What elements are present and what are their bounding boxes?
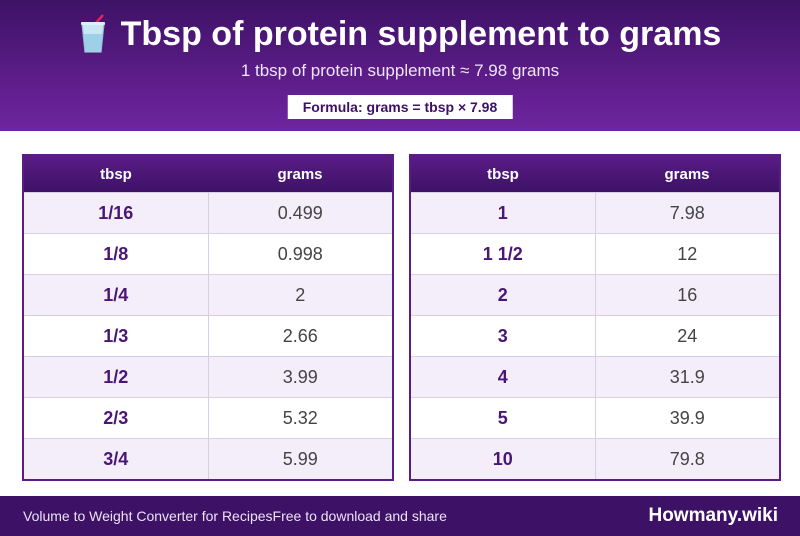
header-banner: Tbsp of protein supplement to grams 1 tb… xyxy=(0,0,800,131)
tbsp-cell: 4 xyxy=(411,357,596,397)
table-row: 1 7.98 xyxy=(411,192,779,233)
drink-cup-icon xyxy=(80,14,105,53)
subtitle: 1 tbsp of protein supplement ≈ 7.98 gram… xyxy=(240,61,560,80)
table-row: 5 39.9 xyxy=(411,397,779,438)
table-row: 4 31.9 xyxy=(411,356,779,397)
table-header: tbsp grams xyxy=(24,156,392,192)
tbsp-cell: 1/3 xyxy=(24,316,209,356)
grams-cell: 7.98 xyxy=(669,202,705,223)
footer-left-text: Volume to Weight Converter for Recipes xyxy=(23,508,273,524)
table-row: 10 79.8 xyxy=(411,438,779,479)
grams-cell: 12 xyxy=(677,243,698,264)
table-row: 3 24 xyxy=(411,315,779,356)
tbsp-cell: 1/8 xyxy=(24,234,209,274)
table-row: 3/4 5.99 xyxy=(24,438,392,479)
formula-badge: Formula: grams = tbsp × 7.98 xyxy=(287,95,513,119)
grams-cell: 5.99 xyxy=(282,448,318,469)
page-title: Tbsp of protein supplement to grams xyxy=(120,14,722,53)
column-header-grams: grams xyxy=(664,165,710,183)
column-header-tbsp: tbsp xyxy=(100,165,132,183)
tbsp-cell: 1/4 xyxy=(24,275,209,315)
tbsp-cell: 5 xyxy=(411,398,596,438)
table-row: 1/16 0.499 xyxy=(24,192,392,233)
grams-cell: 2.66 xyxy=(282,325,318,346)
grams-cell: 3.99 xyxy=(282,366,318,387)
table-row: 1/4 2 xyxy=(24,274,392,315)
footer-middle-text: Free to download and share xyxy=(272,508,447,524)
table-row: 1/2 3.99 xyxy=(24,356,392,397)
footer-bar: Volume to Weight Converter for Recipes F… xyxy=(0,496,800,536)
tbsp-cell: 3/4 xyxy=(24,439,209,479)
grams-cell: 0.998 xyxy=(277,243,323,264)
conversion-table-left: tbsp grams 1/16 0.499 1/8 0.998 1/4 2 1/3 2.66 1… xyxy=(22,154,394,481)
tbsp-cell: 2 xyxy=(411,275,596,315)
table-row: 2 16 xyxy=(411,274,779,315)
grams-cell: 39.9 xyxy=(669,407,705,428)
tbsp-cell: 3 xyxy=(411,316,596,356)
grams-cell: 31.9 xyxy=(669,366,705,387)
tbsp-cell: 1/16 xyxy=(24,193,209,233)
title-row: Tbsp of protein supplement to grams xyxy=(0,14,800,54)
tbsp-cell: 1 1/2 xyxy=(411,234,596,274)
tbsp-cell: 2/3 xyxy=(24,398,209,438)
table-row: 2/3 5.32 xyxy=(24,397,392,438)
table-header: tbsp grams xyxy=(411,156,779,192)
grams-cell: 79.8 xyxy=(669,448,705,469)
grams-cell: 2 xyxy=(295,284,306,305)
grams-cell: 16 xyxy=(677,284,698,305)
column-header-tbsp: tbsp xyxy=(487,165,519,183)
tbsp-cell: 1 xyxy=(411,193,596,233)
grams-cell: 24 xyxy=(677,325,698,346)
table-row: 1 1/2 12 xyxy=(411,233,779,274)
table-row: 1/3 2.66 xyxy=(24,315,392,356)
grams-cell: 5.32 xyxy=(282,407,318,428)
tbsp-cell: 10 xyxy=(411,439,596,479)
column-header-grams: grams xyxy=(277,165,323,183)
tbsp-cell: 1/2 xyxy=(24,357,209,397)
brand-logo[interactable]: Howmany.wiki xyxy=(648,505,778,526)
grams-cell: 0.499 xyxy=(277,202,323,223)
table-row: 1/8 0.998 xyxy=(24,233,392,274)
conversion-table-right: tbsp grams 1 7.98 1 1/2 12 2 16 3 24 4 31.9 5 39.9 1… xyxy=(409,154,781,481)
